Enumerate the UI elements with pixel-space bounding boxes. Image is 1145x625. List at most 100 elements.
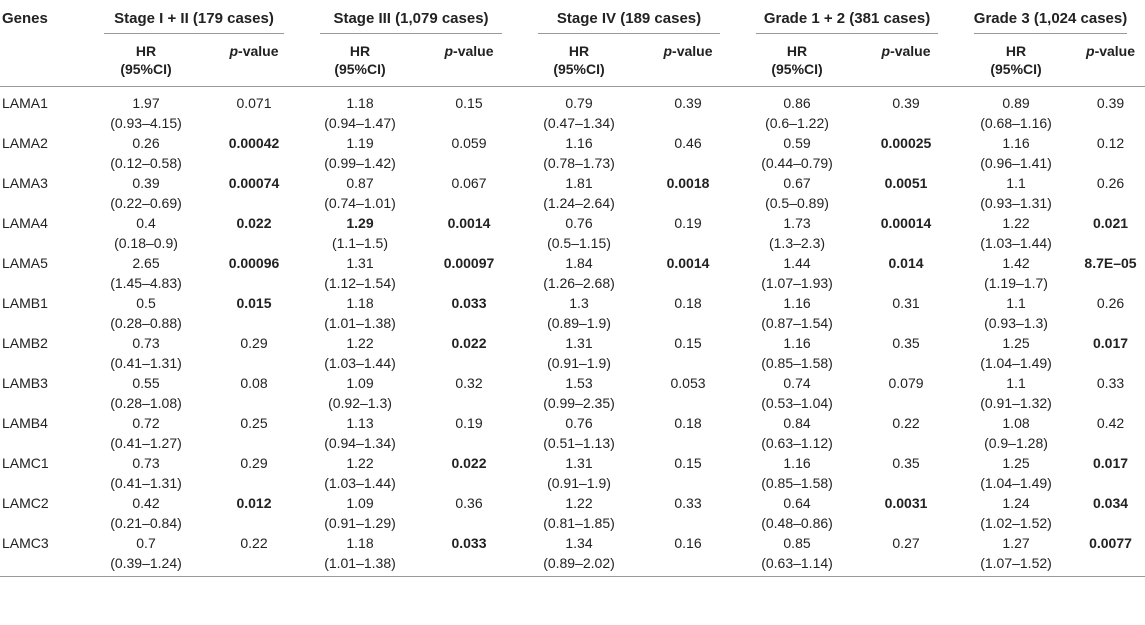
p-value-cell: 0.29 [240,455,268,471]
group-header-row: Genes Stage I + II (179 cases) Stage III… [0,6,1145,38]
ci-value: (1.26–2.68) [543,275,615,291]
table-row: LAMB4 0.72 (0.41–1.27) 0.25 1.13 (0.94–1.34) 0… [0,413,1145,453]
ci-value: (0.89–1.9) [547,315,611,331]
p-value-cell: 0.36 [455,495,483,511]
hr-cell: 1.81 (1.24–2.64) [520,173,638,213]
p-value-cell: 0.33 [1096,375,1125,391]
p-value-header-italic: p [1086,43,1095,59]
group-header-label: Stage III (1,079 cases) [333,10,489,27]
ci-value: (1.45–4.83) [110,275,182,291]
gene-name-cell: LAMC3 [0,533,86,577]
ci-value: (1.19–1.7) [984,275,1048,291]
hr-cell: 0.73 (0.41–1.31) [86,453,206,493]
ci-value: (0.18–0.9) [114,235,178,251]
table-row: LAMC3 0.7 (0.39–1.24) 0.22 1.18 (1.01–1.38) 0.… [0,533,1145,577]
hr-value: 0.39 [132,175,160,191]
hr-cell: 1.18 (1.01–1.38) [302,533,418,577]
hr-cell: 0.5 (0.28–0.88) [86,293,206,333]
hr-cell: 1.73 (1.3–2.3) [738,213,856,253]
hr-value: 1.3 [569,295,589,311]
group-underline [538,33,721,34]
hr-value: 1.16 [783,335,811,351]
group-header: Stage III (1,079 cases) [302,6,520,38]
hr-value: 1.29 [346,215,374,231]
p-value-cell: 0.00074 [228,175,280,191]
p-value-header-rest: -value [453,43,494,59]
group-header: Grade 1 + 2 (381 cases) [738,6,956,38]
hr-value: 0.4 [136,215,156,231]
ci-value: (0.85–1.58) [761,475,833,491]
ci-value: (0.74–1.01) [324,195,396,211]
ci-value: (0.5–0.89) [765,195,829,211]
hr-cell: 0.86 (0.6–1.22) [738,87,856,134]
hr-cell: 1.13 (0.94–1.34) [302,413,418,453]
p-value-cell: 0.022 [236,215,272,231]
table-row: LAMC2 0.42 (0.21–0.84) 0.012 1.09 (0.91–1.29)… [0,493,1145,533]
p-value-cell: 0.00014 [880,215,932,231]
table-header: Genes Stage I + II (179 cases) Stage III… [0,6,1145,87]
hr-value: 0.76 [565,415,593,431]
hr-value: 1.18 [346,95,374,111]
ci-header-label: (95%CI) [990,61,1042,77]
hr-value: 0.67 [783,175,811,191]
hr-cell: 1.16 (0.85–1.58) [738,333,856,373]
hr-value: 1.09 [346,495,374,511]
ci-value: (0.91–1.29) [324,515,396,531]
p-value-cell: 0.12 [1096,135,1125,151]
hr-value: 1.73 [783,215,811,231]
gene-name-cell: LAMC1 [2,455,49,471]
gene-name-cell: LAMB3 [2,375,48,391]
hr-cell: 1.25 (1.04–1.49) [956,333,1076,373]
hr-cell: 1.3 (0.89–1.9) [520,293,638,333]
gene-name-cell: LAMA2 [2,135,48,151]
hr-value: 0.84 [783,415,811,431]
hr-cell: 0.74 (0.53–1.04) [738,373,856,413]
hr-cell: 1.53 (0.99–2.35) [520,373,638,413]
p-value-cell: 0.079 [888,375,924,391]
p-value-cell: 0.35 [892,335,920,351]
group-underline [104,33,284,34]
ci-value: (1.03–1.44) [324,475,396,491]
ci-value: (0.28–1.08) [110,395,182,411]
ci-header-label: (95%CI) [553,61,605,77]
hr-value: 0.42 [132,495,160,511]
ci-value: (0.92–1.3) [328,395,392,411]
hr-value: 0.73 [132,335,160,351]
p-value-cell: 0.017 [1092,455,1129,471]
hr-value: 1.27 [1002,535,1030,551]
p-value-cell: 0.19 [674,215,702,231]
ci-value: (0.93–1.31) [980,195,1052,211]
p-value-cell: 0.08 [240,375,268,391]
hr-cell: 1.44 (1.07–1.93) [738,253,856,293]
gene-name-cell: LAMB4 [2,415,48,431]
ci-value: (1.03–1.44) [980,235,1052,251]
ci-value: (1.07–1.93) [761,275,833,291]
table-row: LAMC1 0.73 (0.41–1.31) 0.29 1.22 (1.03–1.44) 0… [0,453,1145,493]
gene-name-cell: LAMA5 [2,255,48,271]
p-value-cell: 0.034 [1092,495,1129,511]
hr-value: 0.73 [132,455,160,471]
hr-cell: 0.73 (0.41–1.31) [86,333,206,373]
hr-cell: 1.09 (0.92–1.3) [302,373,418,413]
results-table: Genes Stage I + II (179 cases) Stage III… [0,6,1145,577]
hr-cell: 1.16 (0.87–1.54) [738,293,856,333]
hr-ci-header: HR (95%CI) [956,38,1077,87]
ci-value: (0.89–2.02) [543,555,615,571]
hr-cell: 1.27 (1.07–1.52) [956,533,1077,577]
hr-cell: 1.16 (0.78–1.73) [520,133,638,173]
hr-value: 1.84 [565,255,593,271]
hr-cell: 0.39 (0.22–0.69) [86,173,206,213]
hr-cell: 1.42 (1.19–1.7) [956,253,1076,293]
ci-value: (0.28–0.88) [110,315,182,331]
ci-value: (0.93–4.15) [110,115,182,131]
hr-value: 1.1 [1006,295,1026,311]
p-value-cell: 0.31 [892,295,920,311]
p-value-cell: 8.7E–05 [1084,255,1137,271]
p-value-header-rest: -value [1094,43,1136,59]
hr-value: 0.5 [136,295,156,311]
ci-value: (1.02–1.52) [980,515,1052,531]
hr-cell: 0.87 (0.74–1.01) [302,173,418,213]
ci-value: (0.22–0.69) [110,195,182,211]
hr-cell: 1.22 (1.03–1.44) [956,213,1076,253]
hr-value: 0.74 [783,375,811,391]
